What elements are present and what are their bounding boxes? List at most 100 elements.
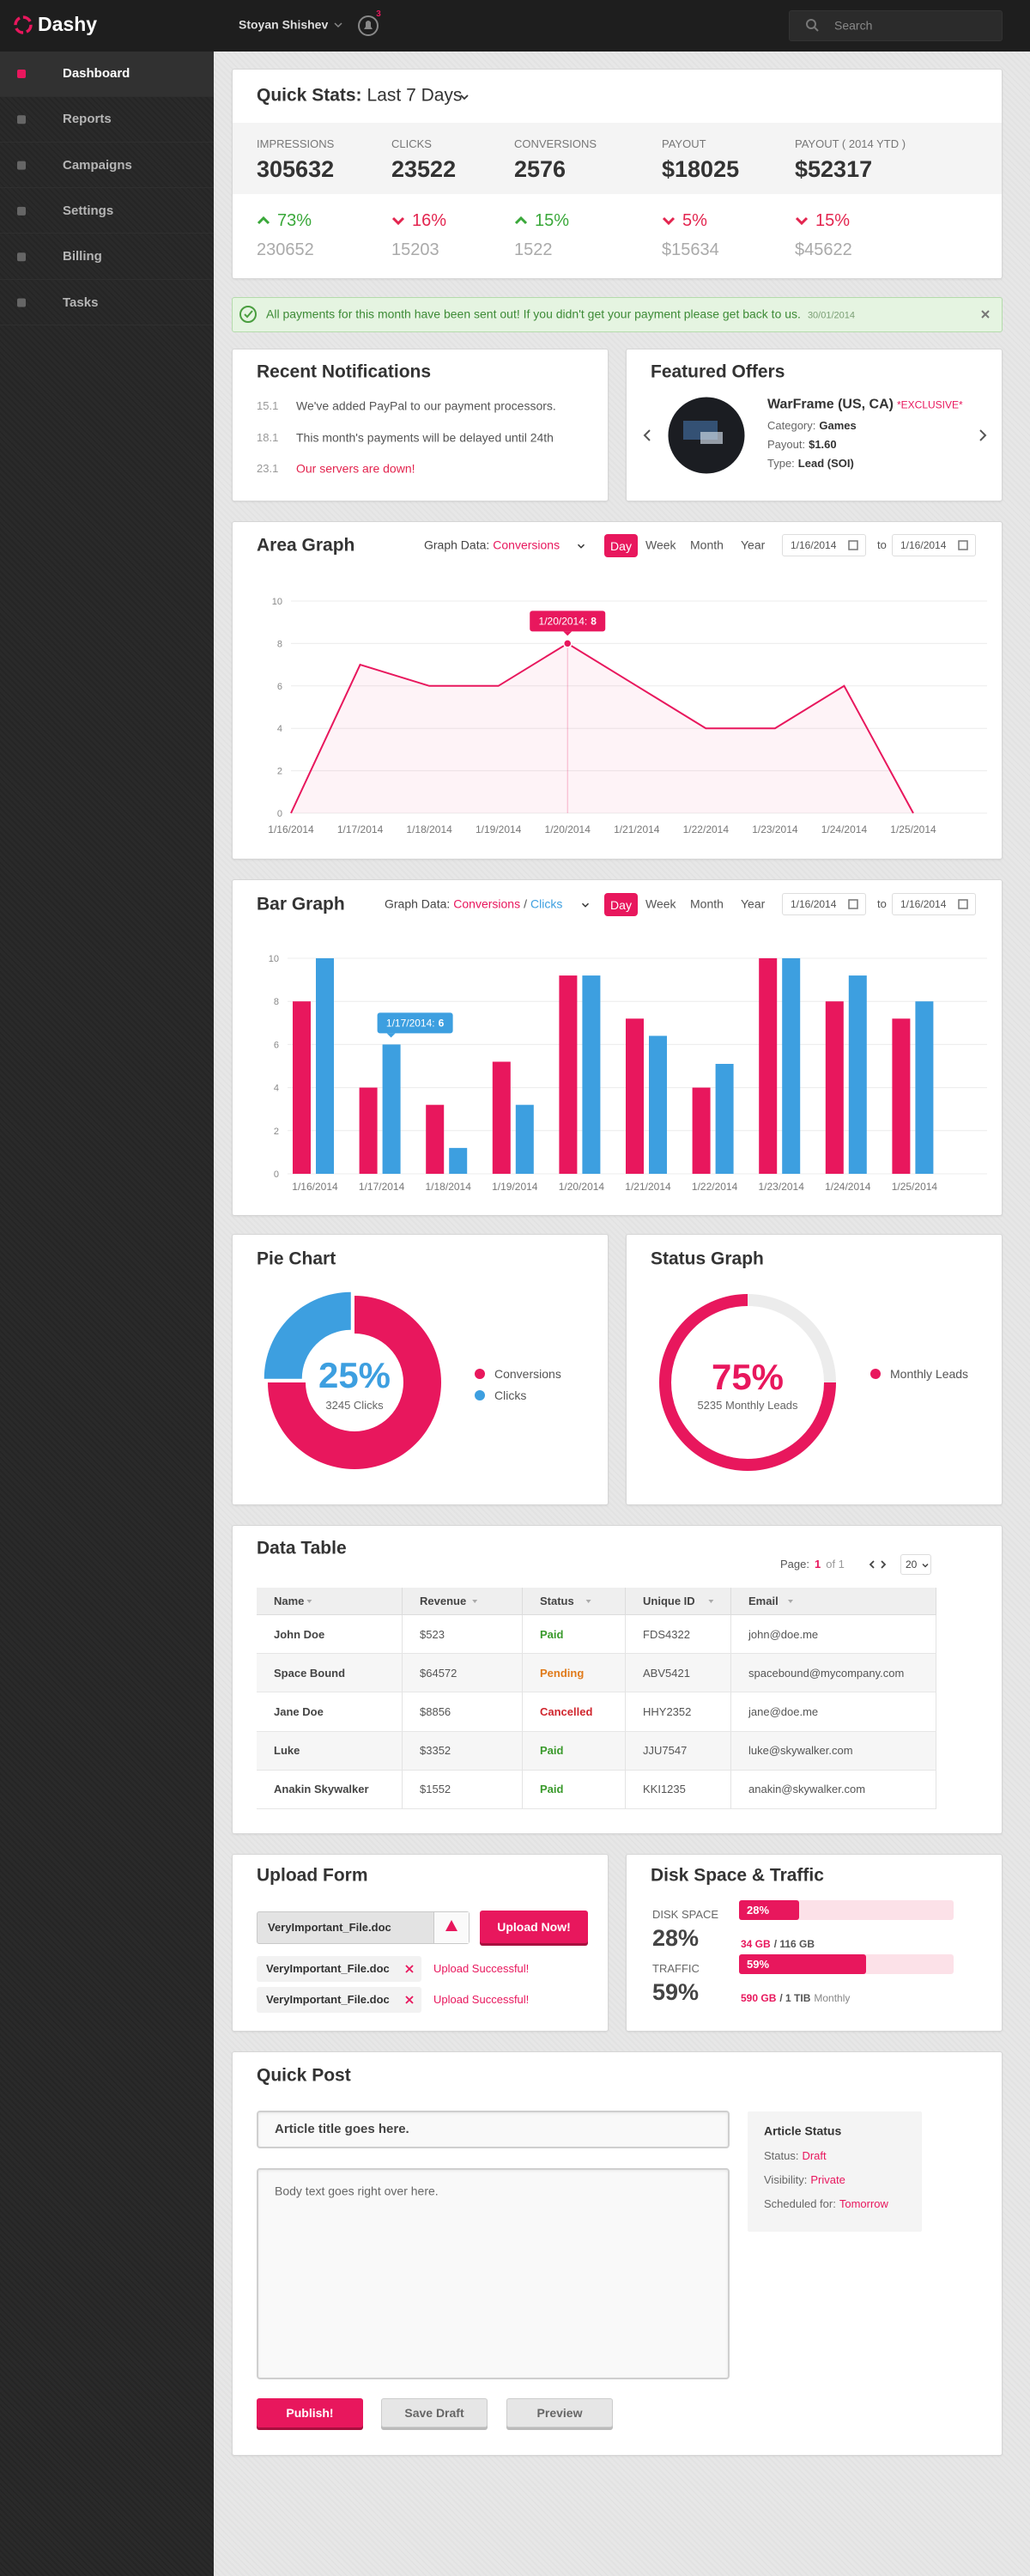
usage-fill-label: 59% bbox=[747, 1957, 770, 1971]
menu-item[interactable] bbox=[0, 234, 214, 280]
separator: / bbox=[524, 896, 527, 911]
menu-item[interactable] bbox=[0, 97, 214, 143]
panel-title: Disk Space & Traffic bbox=[651, 1865, 824, 1886]
table-header-cell bbox=[523, 1588, 626, 1615]
column-header[interactable]: Revenue bbox=[420, 1595, 467, 1608]
offer-detail: Category: Games bbox=[767, 419, 857, 433]
table-cell-text: $1552 bbox=[420, 1783, 451, 1796]
graph-data-label: Graph Data: bbox=[424, 538, 490, 552]
article-status-title: Article Status bbox=[764, 2123, 842, 2138]
body-placeholder: Body text goes right over here. bbox=[275, 2184, 439, 2198]
notification-text: This month's payments will be delayed un… bbox=[296, 430, 554, 445]
body-input[interactable] bbox=[257, 2168, 730, 2379]
status-value: Private bbox=[810, 2173, 845, 2187]
table-cell bbox=[626, 1770, 731, 1809]
table-cell bbox=[731, 1654, 936, 1693]
article-status-row: Scheduled for: Tomorrow bbox=[764, 2197, 888, 2211]
date-value: 1/16/2014 bbox=[791, 897, 837, 910]
upload-button[interactable]: Upload Now! bbox=[480, 1911, 588, 1943]
stat-label: CONVERSIONS bbox=[514, 137, 597, 151]
table-cell-text: $64572 bbox=[420, 1667, 457, 1680]
title-input[interactable] bbox=[257, 2111, 730, 2148]
panel-title: Area Graph bbox=[257, 535, 355, 556]
table-cell-text: Anakin Skywalker bbox=[274, 1783, 369, 1796]
alert-message: All payments for this month have been se… bbox=[266, 307, 855, 321]
table-cell-text: luke@skywalker.com bbox=[748, 1744, 853, 1758]
table-cell-text: jane@doe.me bbox=[748, 1705, 819, 1719]
usage-fill-label: 28% bbox=[747, 1903, 770, 1917]
status-label: Scheduled for: bbox=[764, 2197, 836, 2211]
table-cell bbox=[731, 1731, 936, 1771]
post-button[interactable]: Preview bbox=[506, 2398, 613, 2427]
panel-title: Status Graph bbox=[651, 1249, 764, 1269]
table-cell-text: Space Bound bbox=[274, 1667, 346, 1680]
table-cell bbox=[523, 1692, 626, 1732]
stat-previous: 1522 bbox=[514, 240, 553, 259]
post-button[interactable]: Publish! bbox=[257, 2398, 363, 2427]
period-button[interactable]: Day bbox=[604, 534, 638, 557]
period-button[interactable]: Month bbox=[690, 538, 724, 552]
column-header[interactable]: Status bbox=[540, 1595, 574, 1608]
period-button[interactable]: Year bbox=[741, 896, 766, 911]
stat-change: 16% bbox=[412, 211, 447, 230]
table-cell-text: Cancelled bbox=[540, 1705, 593, 1719]
detail-label: Category: bbox=[767, 419, 816, 433]
graph-data-series: Conversions bbox=[493, 538, 560, 552]
column-header[interactable]: Unique ID bbox=[643, 1595, 695, 1608]
stat-previous: 15203 bbox=[391, 240, 439, 259]
table-cell bbox=[403, 1654, 523, 1693]
period-button[interactable]: Week bbox=[645, 538, 676, 552]
table-cell bbox=[403, 1692, 523, 1732]
table-cell-text: spacebound@mycompany.com bbox=[748, 1667, 905, 1680]
table-cell bbox=[403, 1731, 523, 1771]
pager: Page: 1 of 1 bbox=[780, 1558, 845, 1571]
table-cell-text: Luke bbox=[274, 1744, 300, 1758]
notification-date: 18.1 bbox=[257, 430, 279, 444]
table-cell bbox=[626, 1615, 731, 1655]
status-label: Status: bbox=[764, 2149, 799, 2163]
search-box[interactable] bbox=[789, 10, 1003, 41]
table-cell-text: $8856 bbox=[420, 1705, 451, 1719]
article-status bbox=[748, 2111, 922, 2232]
panel-title: Upload Form bbox=[257, 1865, 368, 1886]
period-button[interactable]: Year bbox=[741, 538, 766, 552]
menu-item[interactable] bbox=[0, 143, 214, 189]
notification-text: Our servers are down! bbox=[296, 461, 415, 476]
table-header-cell bbox=[403, 1588, 523, 1615]
graph-data-selector: Graph Data: Conversions / Clicks bbox=[385, 897, 562, 912]
table-header-cell bbox=[626, 1588, 731, 1615]
menu-item[interactable] bbox=[0, 51, 214, 97]
table-cell-text: Paid bbox=[540, 1744, 564, 1758]
table-cell bbox=[523, 1654, 626, 1693]
usage-label: DISK SPACE bbox=[652, 1908, 719, 1922]
sidebar bbox=[0, 52, 214, 2576]
column-header[interactable]: Name bbox=[274, 1595, 305, 1608]
post-button[interactable]: Save Draft bbox=[381, 2398, 488, 2427]
panel-title: Pie Chart bbox=[257, 1249, 336, 1269]
period-button[interactable]: Week bbox=[645, 896, 676, 911]
table-header-cell bbox=[731, 1588, 936, 1615]
graph-data-series: Conversions bbox=[453, 896, 521, 911]
usage-value: 59% bbox=[652, 1978, 700, 2005]
alert bbox=[232, 297, 1003, 332]
per-page-value: 20 bbox=[906, 1558, 918, 1571]
table-cell bbox=[626, 1692, 731, 1732]
graph-data-series: Clicks bbox=[530, 896, 563, 911]
table-cell-text: Paid bbox=[540, 1783, 564, 1796]
user-name: Stoyan Shishev bbox=[239, 17, 329, 32]
file-browse[interactable] bbox=[433, 1912, 469, 1943]
stat-value: 23522 bbox=[391, 155, 457, 182]
panel-title: Recent Notifications bbox=[257, 361, 432, 382]
period-button[interactable]: Month bbox=[690, 896, 724, 911]
table-cell bbox=[523, 1731, 626, 1771]
file-name: VeryImportant_File.doc bbox=[268, 1921, 391, 1935]
stat-previous: $45622 bbox=[795, 240, 852, 259]
range: Last 7 Days bbox=[367, 85, 463, 106]
period-button[interactable]: Day bbox=[604, 893, 638, 916]
menu-item[interactable] bbox=[0, 188, 214, 234]
menu-item[interactable] bbox=[0, 280, 214, 325]
stat-change: 73% bbox=[277, 211, 312, 230]
column-header[interactable]: Email bbox=[748, 1595, 779, 1608]
menu-label: Reports bbox=[63, 112, 112, 127]
